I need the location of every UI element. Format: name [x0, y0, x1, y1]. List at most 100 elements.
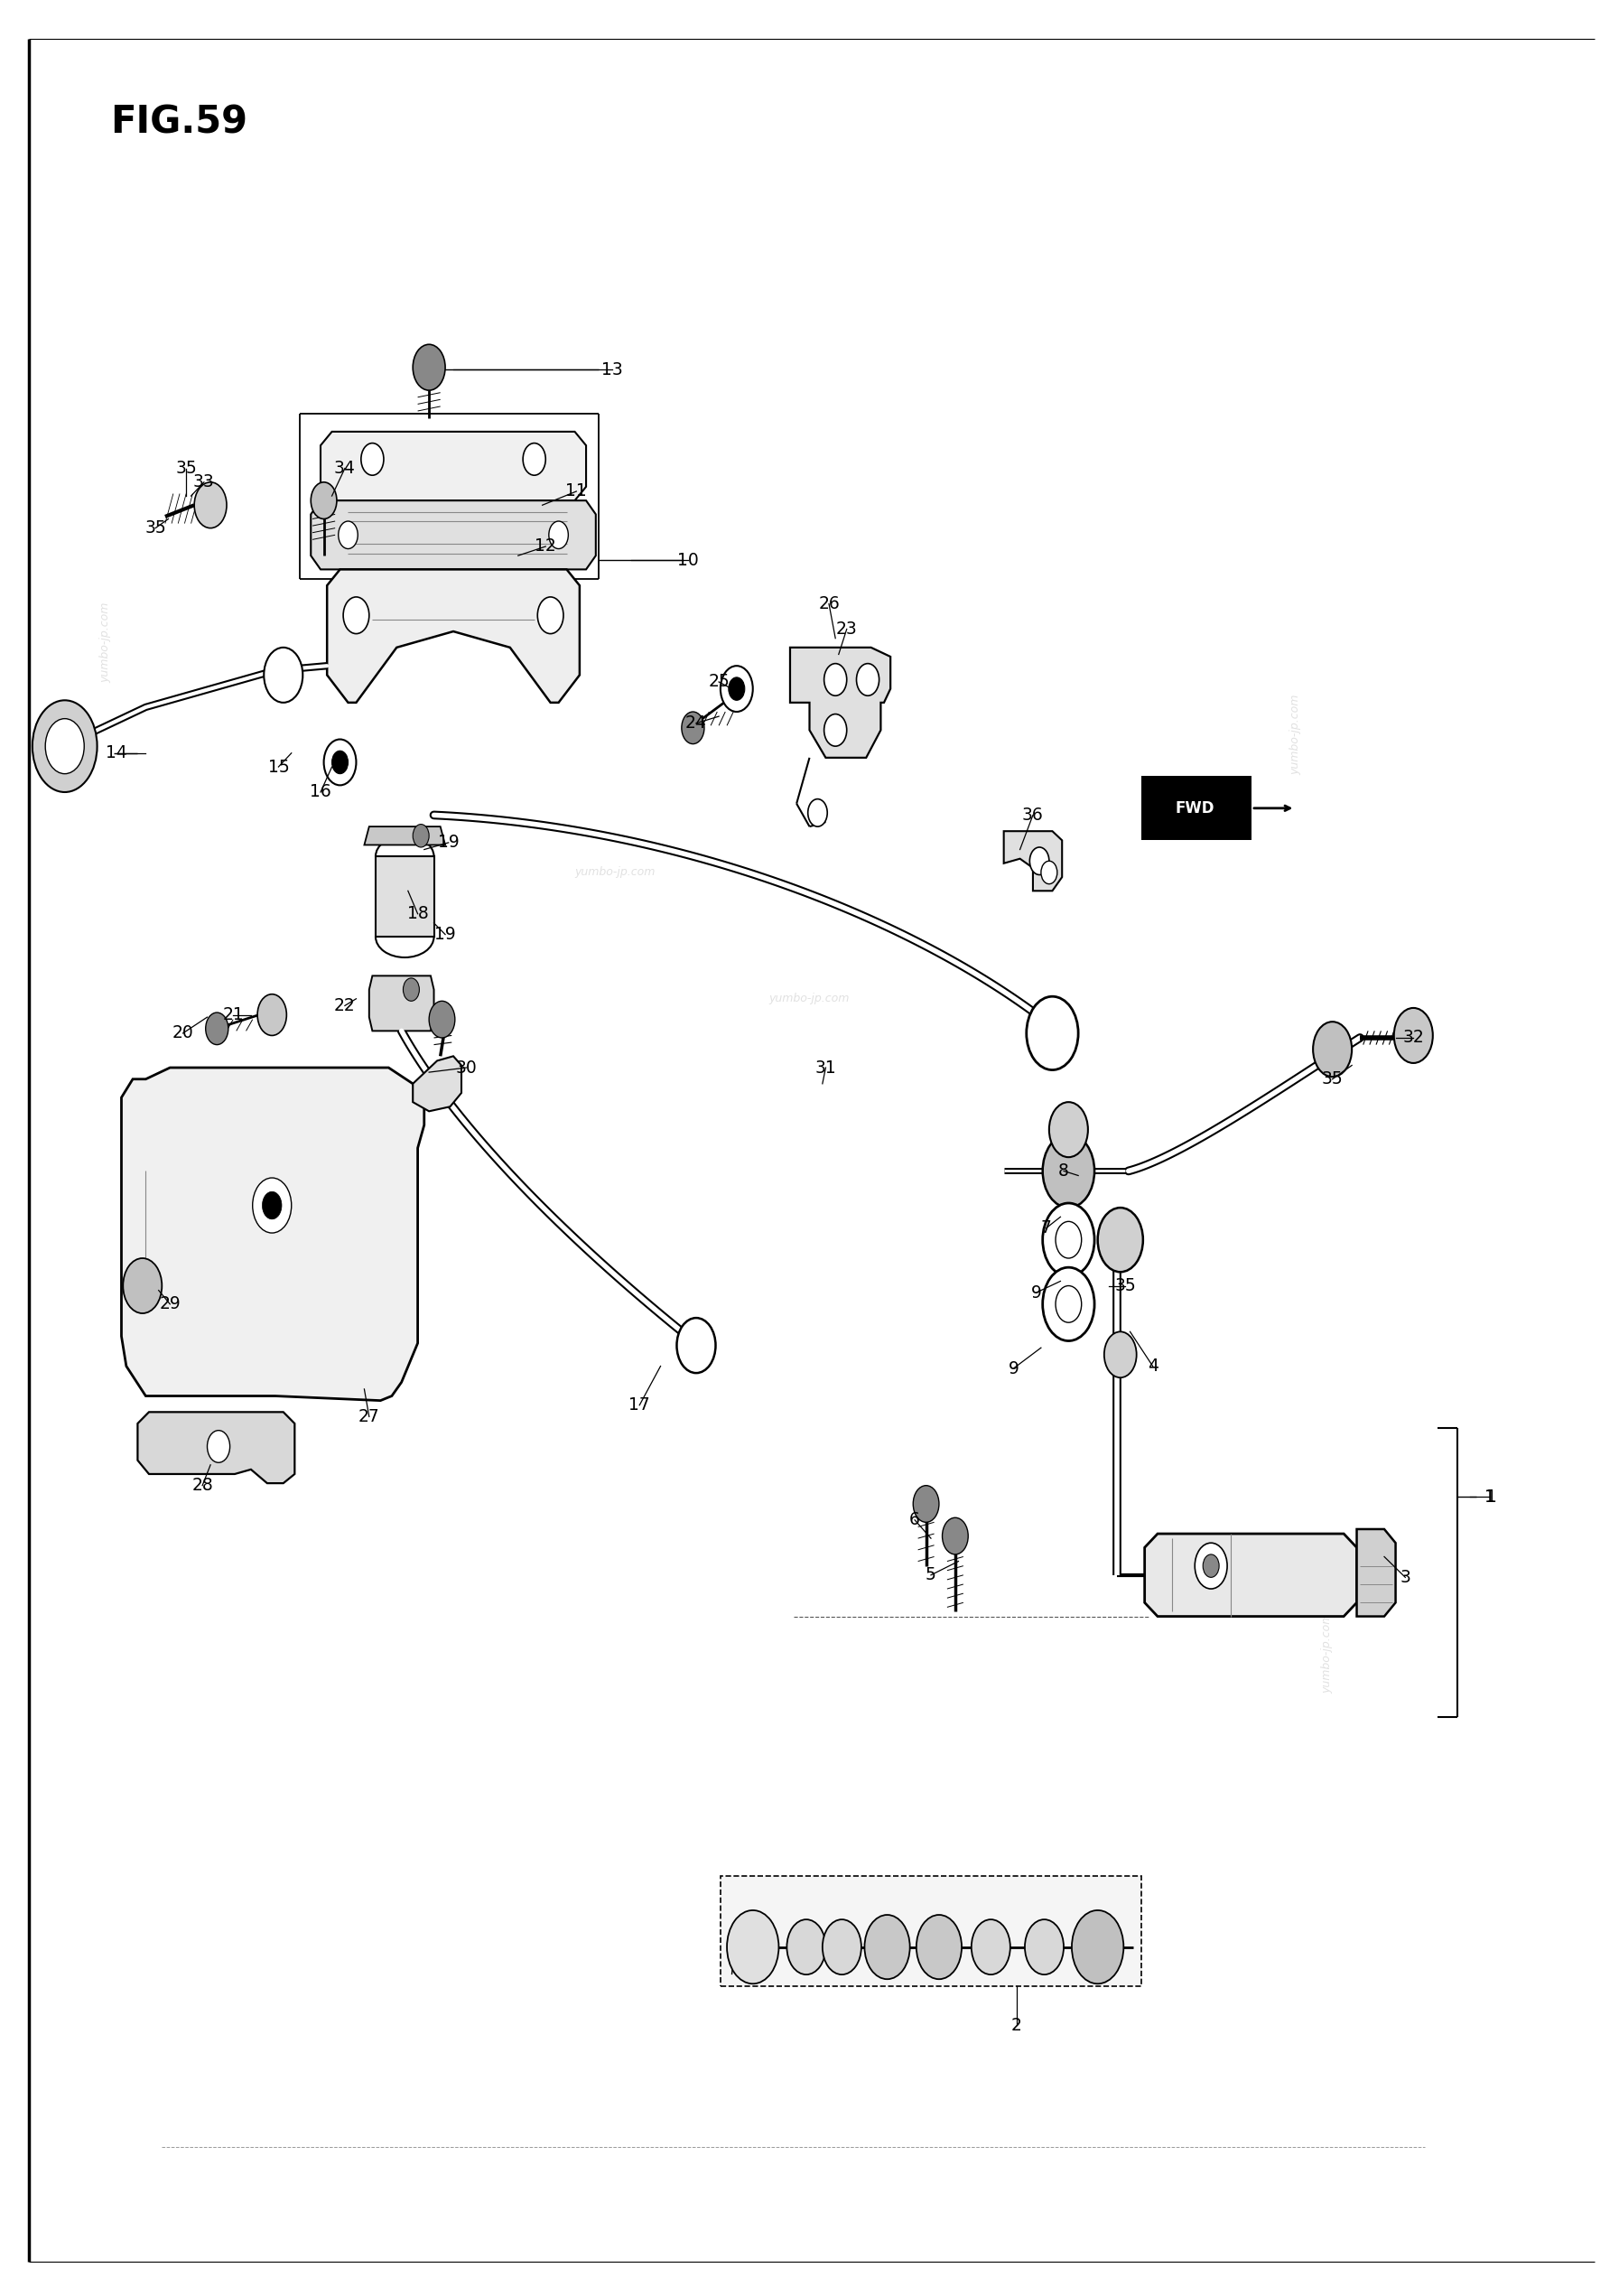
Circle shape — [1203, 1554, 1219, 1577]
Text: 17: 17 — [628, 1396, 651, 1414]
Text: 1: 1 — [1486, 1488, 1498, 1506]
Circle shape — [413, 344, 445, 390]
Circle shape — [787, 1919, 826, 1975]
Text: 7: 7 — [1041, 1219, 1051, 1238]
Text: yumbo-jp.com: yumbo-jp.com — [1321, 1612, 1334, 1694]
Circle shape — [1195, 1543, 1227, 1589]
Circle shape — [824, 714, 847, 746]
Text: 3: 3 — [1400, 1568, 1410, 1587]
Circle shape — [720, 666, 753, 712]
Text: 9: 9 — [1009, 1359, 1018, 1378]
Polygon shape — [413, 1056, 461, 1111]
Circle shape — [538, 597, 563, 634]
Text: 21: 21 — [222, 1006, 244, 1024]
Text: 16: 16 — [309, 783, 332, 801]
Circle shape — [916, 1915, 962, 1979]
Circle shape — [822, 1919, 861, 1975]
Circle shape — [413, 824, 429, 847]
Text: 12: 12 — [534, 537, 557, 556]
Text: 11: 11 — [565, 482, 588, 501]
Circle shape — [523, 443, 546, 475]
Polygon shape — [327, 569, 580, 703]
Circle shape — [343, 597, 369, 634]
Circle shape — [1043, 1203, 1094, 1277]
Circle shape — [1026, 996, 1078, 1070]
Circle shape — [262, 1192, 282, 1219]
Circle shape — [332, 751, 348, 774]
Text: 2: 2 — [1012, 2016, 1022, 2034]
Circle shape — [1043, 1267, 1094, 1341]
Circle shape — [682, 712, 704, 744]
Circle shape — [1043, 1134, 1094, 1208]
Text: FIG.59: FIG.59 — [110, 103, 248, 142]
Text: 35: 35 — [1114, 1277, 1137, 1295]
Text: 19: 19 — [437, 833, 460, 852]
Circle shape — [913, 1486, 939, 1522]
Circle shape — [824, 664, 847, 696]
Circle shape — [403, 978, 419, 1001]
Text: 15: 15 — [267, 758, 290, 776]
Circle shape — [324, 739, 356, 785]
Text: 4: 4 — [1148, 1357, 1158, 1375]
Circle shape — [1313, 1022, 1352, 1077]
Text: 32: 32 — [1402, 1029, 1425, 1047]
Circle shape — [1104, 1332, 1137, 1378]
Text: 31: 31 — [814, 1058, 837, 1077]
Circle shape — [808, 799, 827, 827]
Circle shape — [338, 521, 358, 549]
Text: 8: 8 — [1059, 1162, 1069, 1180]
Circle shape — [549, 521, 568, 549]
Circle shape — [942, 1518, 968, 1554]
Circle shape — [1098, 1208, 1143, 1272]
Text: 14: 14 — [105, 744, 128, 762]
Text: 35: 35 — [144, 519, 167, 537]
Bar — [720, 1876, 1141, 1986]
Text: 29: 29 — [159, 1295, 181, 1313]
Circle shape — [856, 664, 879, 696]
Text: 36: 36 — [1022, 806, 1044, 824]
Circle shape — [1025, 1919, 1064, 1975]
Text: 24: 24 — [685, 714, 708, 732]
Text: 30: 30 — [455, 1058, 478, 1077]
Circle shape — [1072, 1910, 1124, 1984]
Text: yumbo-jp.com: yumbo-jp.com — [575, 866, 656, 879]
Circle shape — [361, 443, 384, 475]
Circle shape — [194, 482, 227, 528]
Circle shape — [729, 677, 745, 700]
Polygon shape — [1004, 831, 1062, 891]
Circle shape — [253, 1178, 291, 1233]
Text: 25: 25 — [708, 673, 730, 691]
Polygon shape — [1357, 1529, 1396, 1616]
Text: 19: 19 — [434, 925, 457, 944]
Text: 6: 6 — [910, 1511, 920, 1529]
Text: 23: 23 — [835, 620, 858, 638]
Circle shape — [207, 1430, 230, 1463]
Circle shape — [1056, 1286, 1081, 1322]
Polygon shape — [1145, 1534, 1357, 1616]
Text: 13: 13 — [601, 360, 623, 379]
Text: 33: 33 — [193, 473, 215, 491]
Circle shape — [45, 719, 84, 774]
Circle shape — [727, 1910, 779, 1984]
Polygon shape — [311, 501, 596, 569]
Polygon shape — [790, 647, 890, 758]
Polygon shape — [376, 856, 434, 937]
Text: 27: 27 — [358, 1407, 380, 1426]
Text: 9: 9 — [1031, 1283, 1041, 1302]
Circle shape — [264, 647, 303, 703]
Circle shape — [257, 994, 287, 1035]
Text: FWD: FWD — [1175, 799, 1214, 817]
Circle shape — [32, 700, 97, 792]
Circle shape — [677, 1318, 716, 1373]
Text: 26: 26 — [818, 595, 840, 613]
Circle shape — [429, 1001, 455, 1038]
Circle shape — [1030, 847, 1049, 875]
Polygon shape — [369, 976, 434, 1031]
Polygon shape — [121, 1068, 424, 1401]
Circle shape — [971, 1919, 1010, 1975]
Text: 18: 18 — [406, 905, 429, 923]
Circle shape — [123, 1258, 162, 1313]
Text: 35: 35 — [175, 459, 198, 478]
Text: 28: 28 — [191, 1476, 214, 1495]
Circle shape — [1041, 861, 1057, 884]
